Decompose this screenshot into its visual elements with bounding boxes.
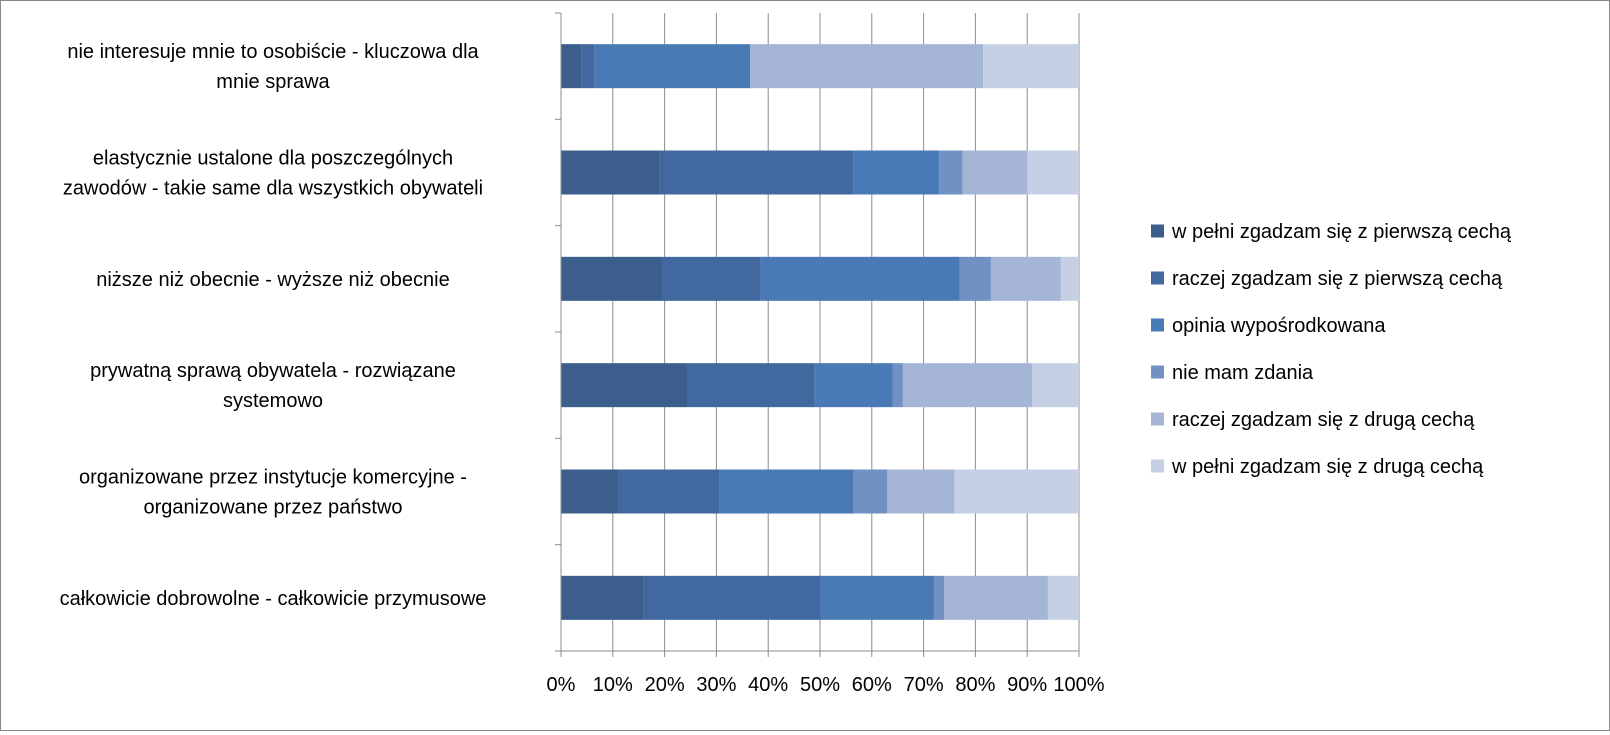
gridlines: [612, 13, 1080, 651]
bars: [561, 44, 1079, 620]
legend-swatch: [1151, 318, 1164, 332]
x-tick-label: 0%: [547, 674, 576, 696]
bar-segment: [853, 150, 940, 195]
bar-segment: [561, 150, 660, 195]
x-tick-labels: 0% 10% 20% 30% 40% 50% 60% 70% 80% 90% 100%: [547, 674, 1105, 696]
bar-segment: [887, 469, 955, 514]
legend-swatch: [1151, 224, 1164, 238]
bar-segment: [933, 575, 945, 620]
bar-segment: [561, 575, 644, 620]
bar-segment: [853, 469, 888, 514]
bar-segment: [662, 256, 761, 301]
category-label: zawodów - takie same dla wszystkich obyw…: [63, 178, 483, 200]
bar-segment: [561, 44, 582, 89]
bar-segment: [561, 256, 663, 301]
x-tick-label: 50%: [800, 674, 840, 696]
legend-item: raczej zgadzam się z pierwszą cechą: [1151, 268, 1503, 290]
bar-segment: [687, 363, 815, 408]
bar-segment: [944, 575, 1048, 620]
legend-item: raczej zgadzam się z drugą cechą: [1151, 409, 1475, 431]
bar-segment: [814, 363, 893, 408]
axes: [555, 12, 1080, 657]
legend-label: w pełni zgadzam się z pierwszą cechą: [1171, 221, 1512, 243]
legend-swatch: [1151, 412, 1164, 426]
bar-segment: [990, 256, 1061, 301]
category-label: elastycznie ustalone dla poszczególnych: [93, 148, 453, 170]
legend-swatch: [1151, 271, 1164, 285]
legend-label: w pełni zgadzam się z drugą cechą: [1171, 456, 1484, 478]
x-tick-label: 20%: [645, 674, 685, 696]
bar-segment: [659, 150, 854, 195]
legend-label: opinia wypośrodkowana: [1172, 315, 1386, 337]
bar-segment: [760, 256, 960, 301]
legend: w pełni zgadzam się z pierwszą cechą racz…: [1151, 221, 1512, 478]
category-label: prywatną sprawą obywatela - rozwiązane: [90, 360, 456, 382]
bar-segment: [939, 150, 963, 195]
x-tick-label: 80%: [955, 674, 995, 696]
category-labels: nie interesuje mnie to osobiście - klucz…: [60, 41, 487, 610]
legend-label: nie mam zdania: [1172, 362, 1314, 384]
bar-segment: [954, 469, 1079, 514]
bar-segment: [959, 256, 991, 301]
legend-item: w pełni zgadzam się z drugą cechą: [1151, 456, 1484, 478]
bar-segment: [718, 469, 854, 514]
category-label: systemowo: [223, 390, 323, 412]
bar-segment: [750, 44, 984, 89]
bar-segment: [643, 575, 820, 620]
x-tick-label: 40%: [748, 674, 788, 696]
category-label: niższe niż obecnie - wyższe niż obecnie: [96, 269, 450, 291]
bar-segment: [1060, 256, 1079, 301]
legend-label: raczej zgadzam się z drugą cechą: [1172, 409, 1475, 431]
x-tick-label: 100%: [1053, 674, 1104, 696]
bar-segment: [617, 469, 719, 514]
category-label: organizowane przez państwo: [143, 497, 402, 519]
bar-segment: [902, 363, 1033, 408]
bar-segment: [962, 150, 1028, 195]
bar-segment: [594, 44, 751, 89]
x-tick-label: 60%: [852, 674, 892, 696]
bar-segment: [983, 44, 1079, 89]
category-label: całkowicie dobrowolne - całkowicie przym…: [60, 588, 487, 610]
bar-segment: [561, 469, 618, 514]
legend-swatch: [1151, 365, 1164, 379]
bar-segment: [1027, 150, 1079, 195]
bar-segment: [1047, 575, 1079, 620]
x-tick-label: 10%: [593, 674, 633, 696]
category-label: organizowane przez instytucje komercyjne…: [79, 467, 467, 489]
x-tick-label: 30%: [696, 674, 736, 696]
category-label: mnie sprawa: [216, 71, 330, 93]
x-tick-label: 70%: [904, 674, 944, 696]
category-label: nie interesuje mnie to osobiście - klucz…: [67, 41, 479, 63]
bar-segment: [1032, 363, 1079, 408]
x-tick-label: 90%: [1007, 674, 1047, 696]
legend-item: w pełni zgadzam się z pierwszą cechą: [1151, 221, 1512, 243]
bar-segment: [581, 44, 595, 89]
legend-swatch: [1151, 459, 1164, 473]
bar-segment: [561, 363, 688, 408]
legend-item: opinia wypośrodkowana: [1151, 315, 1386, 337]
legend-label: raczej zgadzam się z pierwszą cechą: [1172, 268, 1503, 290]
bar-segment: [892, 363, 903, 408]
legend-item: nie mam zdania: [1151, 362, 1314, 384]
bar-segment: [820, 575, 934, 620]
